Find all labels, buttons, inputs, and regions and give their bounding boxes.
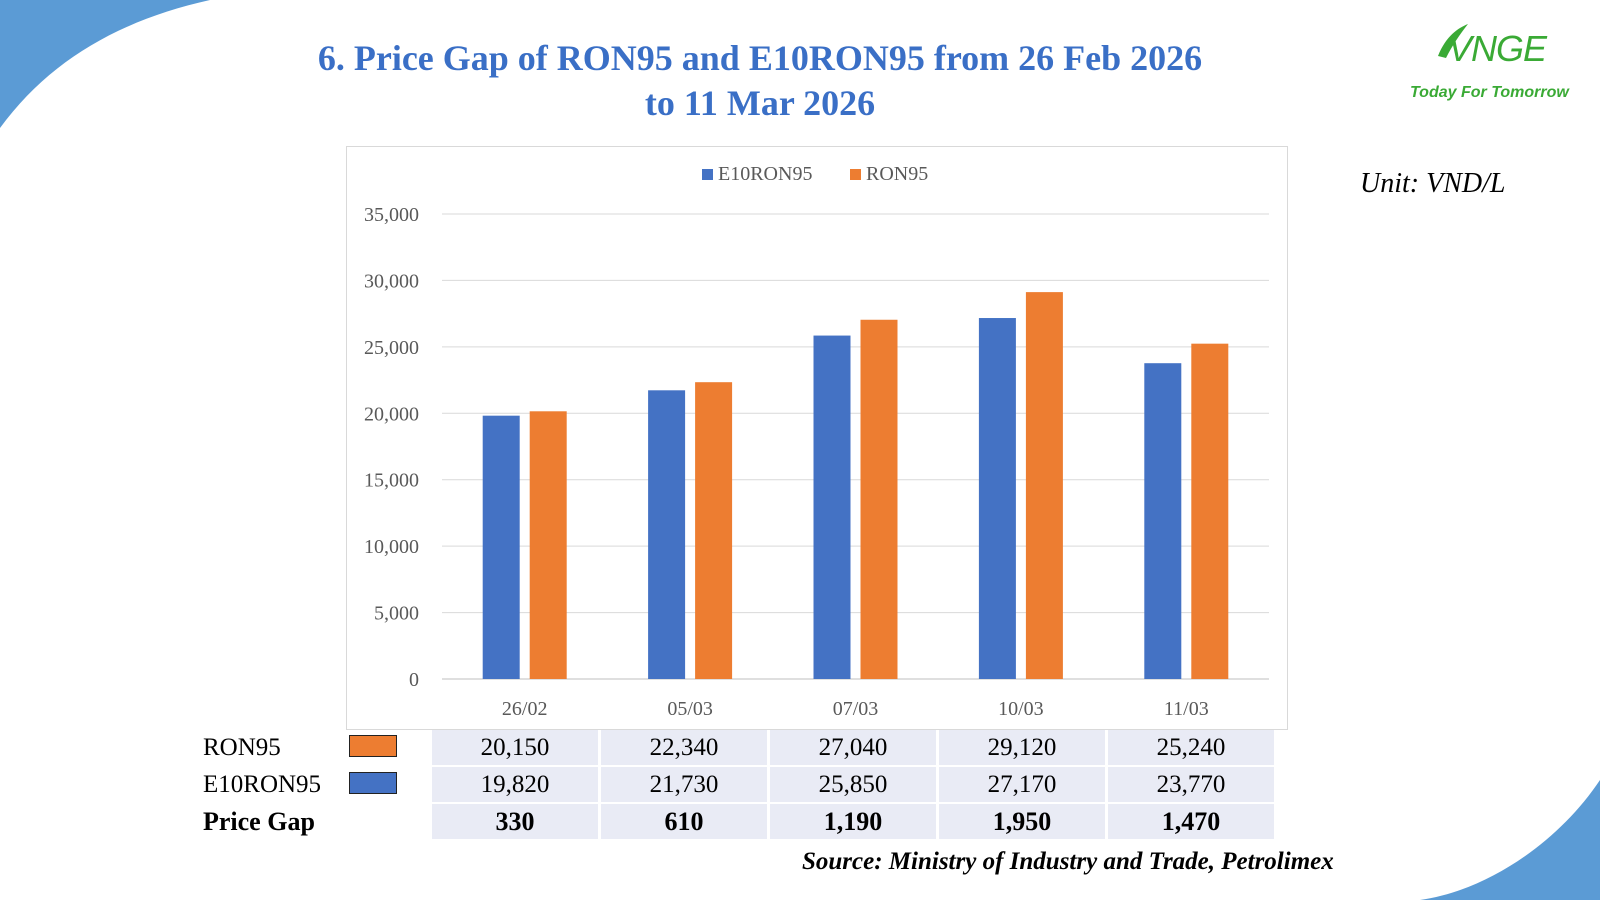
legend-swatch bbox=[702, 169, 713, 180]
table-cell: 29,120 bbox=[936, 730, 1107, 766]
table-cell: 330 bbox=[429, 803, 600, 840]
y-tick-label: 0 bbox=[409, 669, 419, 691]
row-label-text: RON95 bbox=[203, 733, 281, 761]
row-label-text: E10RON95 bbox=[203, 770, 322, 798]
y-tick-label: 5,000 bbox=[374, 603, 419, 625]
e10ron95-legend-swatch bbox=[349, 772, 397, 794]
source-note: Source: Ministry of Industry and Trade, … bbox=[802, 848, 1334, 875]
table-row-ron95: RON95 20,150 22,340 27,040 29,120 25,240 bbox=[203, 730, 1274, 766]
table-row-e10ron95: E10RON95 19,820 21,730 25,850 27,170 23,… bbox=[203, 766, 1274, 803]
bar-ron95 bbox=[1025, 292, 1063, 679]
y-tick-label: 30,000 bbox=[364, 270, 419, 292]
logo-mark: VNGE bbox=[1448, 28, 1547, 69]
y-tick-label: 25,000 bbox=[364, 337, 419, 359]
bar-chart: 0 5,000 10,000 15,000 20,000 25,000 30,000 35,0… bbox=[364, 163, 1269, 720]
title-line-2: to 11 Mar 2026 bbox=[644, 83, 876, 123]
table-cell: 1,190 bbox=[767, 803, 938, 840]
leaf-icon bbox=[1438, 24, 1468, 58]
table-cell: 21,730 bbox=[598, 766, 769, 803]
table-cell: 23,770 bbox=[1105, 766, 1274, 803]
page-title: 6. Price Gap of RON95 and E10RON95 from … bbox=[230, 36, 1290, 126]
bar-e10ron95 bbox=[813, 335, 851, 679]
table-cell: 1,950 bbox=[936, 803, 1107, 840]
row-label-text: Price Gap bbox=[203, 806, 315, 836]
chart-area: 0 5,000 10,000 15,000 20,000 25,000 30,000 35,0… bbox=[346, 146, 1288, 730]
bar-ron95 bbox=[860, 319, 898, 679]
logo-tagline: Today For Tomorrow bbox=[1410, 84, 1569, 101]
bar-e10ron95 bbox=[482, 415, 520, 679]
vnge-logo: VNGE Today For Tomorrow bbox=[1380, 22, 1580, 112]
table-cell: 25,240 bbox=[1105, 730, 1274, 766]
y-tick-label: 15,000 bbox=[364, 470, 419, 492]
data-table: RON95 20,150 22,340 27,040 29,120 25,240… bbox=[203, 730, 1274, 841]
x-tick-label: 07/03 bbox=[833, 698, 879, 720]
table-cell: 25,850 bbox=[767, 766, 938, 803]
bar-ron95 bbox=[695, 382, 733, 679]
legend-label: E10RON95 bbox=[718, 163, 812, 185]
y-tick-label: 35,000 bbox=[364, 204, 419, 226]
ron95-legend-swatch bbox=[349, 735, 397, 757]
corner-decoration-bottom-right bbox=[1420, 780, 1600, 900]
legend-label: RON95 bbox=[866, 163, 928, 185]
unit-label: Unit: VND/L bbox=[1360, 168, 1506, 199]
table-cell: 27,040 bbox=[767, 730, 938, 766]
row-label-price-gap: Price Gap bbox=[203, 803, 431, 840]
table-cell: 1,470 bbox=[1105, 803, 1274, 840]
x-tick-label: 11/03 bbox=[1164, 698, 1209, 720]
y-tick-label: 20,000 bbox=[364, 403, 419, 425]
x-tick-label: 26/02 bbox=[502, 698, 548, 720]
corner-decoration-top-left bbox=[0, 0, 210, 128]
table-cell: 22,340 bbox=[598, 730, 769, 766]
x-tick-label: 05/03 bbox=[667, 698, 713, 720]
y-tick-label: 10,000 bbox=[364, 536, 419, 558]
table-row-price-gap: Price Gap 330 610 1,190 1,950 1,470 bbox=[203, 803, 1274, 840]
row-label-ron95: RON95 bbox=[203, 730, 431, 766]
table-cell: 27,170 bbox=[936, 766, 1107, 803]
legend-swatch bbox=[850, 169, 861, 180]
row-label-e10ron95: E10RON95 bbox=[203, 766, 431, 803]
bar-e10ron95 bbox=[1144, 363, 1182, 679]
bar-ron95 bbox=[529, 411, 567, 679]
table-cell: 20,150 bbox=[429, 730, 600, 766]
bar-ron95 bbox=[1191, 343, 1229, 679]
bar-e10ron95 bbox=[978, 318, 1016, 679]
table-cell: 610 bbox=[598, 803, 769, 840]
title-line-1: 6. Price Gap of RON95 and E10RON95 from … bbox=[317, 38, 1203, 78]
x-tick-label: 10/03 bbox=[998, 698, 1044, 720]
bar-e10ron95 bbox=[648, 390, 686, 679]
table-cell: 19,820 bbox=[429, 766, 600, 803]
